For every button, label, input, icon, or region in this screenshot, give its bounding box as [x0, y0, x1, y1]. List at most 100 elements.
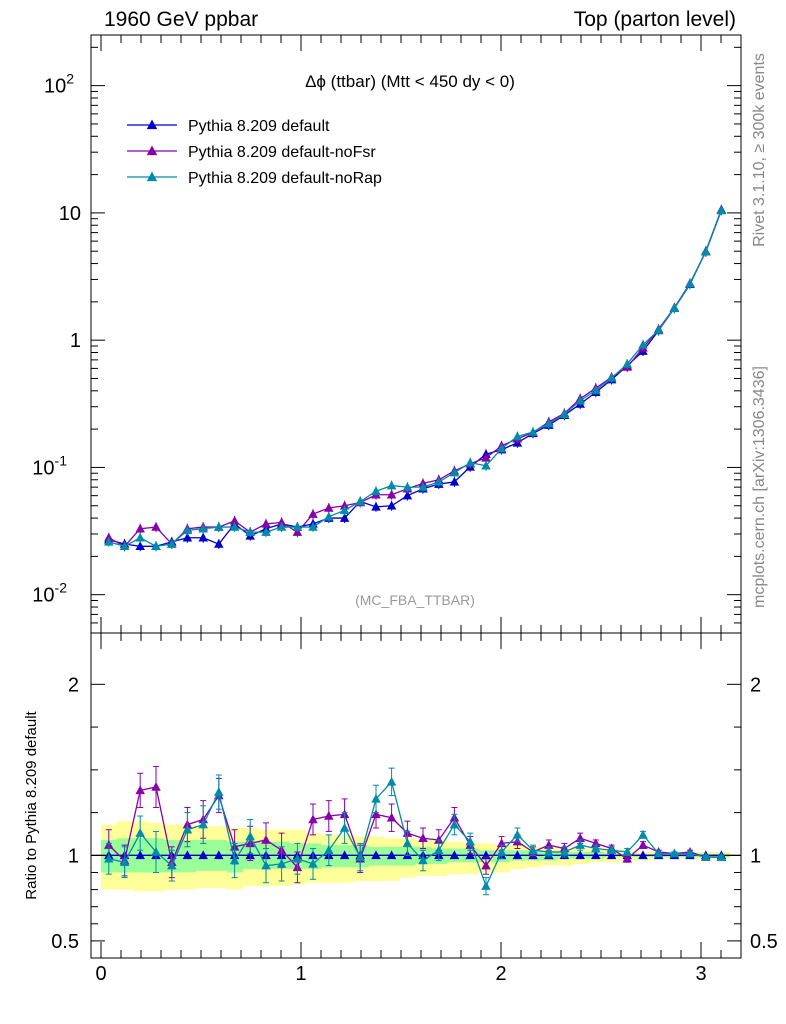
ratio-point	[512, 850, 523, 860]
ratio-point	[638, 840, 648, 849]
ratio-point	[198, 819, 208, 829]
ratio-point	[434, 834, 444, 844]
ratio-point	[591, 850, 601, 860]
ratio-point	[386, 776, 397, 786]
data-point	[214, 522, 224, 531]
ratio-point	[622, 853, 632, 863]
ratio-point	[371, 793, 381, 803]
y-tick-label-right: 1	[750, 845, 761, 867]
lower-frame	[90, 632, 742, 959]
ratio-point	[638, 850, 648, 860]
series-line	[108, 210, 723, 548]
ratio-point	[685, 848, 695, 858]
data-point	[528, 426, 538, 436]
data-point	[402, 482, 413, 491]
data-point	[104, 536, 114, 546]
data-point	[339, 500, 350, 510]
data-point	[339, 513, 350, 522]
data-point	[701, 246, 711, 256]
data-point	[559, 409, 570, 418]
ratio-point	[308, 814, 318, 824]
legend-marker	[146, 145, 158, 156]
legend-marker	[146, 171, 158, 182]
ratio-point	[622, 846, 632, 856]
series-2	[104, 205, 727, 552]
ratio-point	[151, 846, 161, 856]
ratio-point	[276, 858, 287, 868]
data-point	[371, 501, 381, 511]
data-point	[371, 486, 381, 495]
data-point	[339, 505, 350, 515]
upper-y-axis: 10-2 10-1 1 10 102	[32, 46, 741, 634]
data-point	[434, 476, 444, 486]
ratio-point	[669, 848, 680, 858]
y-axis-title: Ratio to Pythia 8.209 default	[23, 710, 40, 899]
x-tick-label: 2	[495, 963, 506, 985]
x-tick-label: 3	[695, 963, 706, 985]
data-point	[653, 325, 664, 334]
ratio-point	[449, 819, 460, 829]
ratio-point	[261, 860, 271, 870]
ratio-point	[418, 855, 428, 865]
data-point	[276, 517, 287, 527]
ratio-point	[559, 846, 570, 856]
data-point	[449, 476, 460, 486]
ratio-point	[371, 850, 381, 860]
data-point	[151, 541, 161, 551]
y-tick-label: 102	[44, 71, 74, 98]
data-point	[198, 523, 208, 533]
ratio-point	[308, 858, 318, 868]
lower-y-axis: 0.5 0.5 1 1 2 2	[51, 674, 778, 953]
ratio-point	[591, 843, 601, 853]
y-tick-label-right: 2	[750, 674, 761, 696]
ratio-point	[512, 829, 523, 839]
ratio-point	[481, 860, 491, 870]
legend-label: Pythia 8.209 default	[188, 118, 330, 135]
data-point	[324, 502, 334, 512]
legend: Pythia 8.209 default Pythia 8.209 default…	[127, 118, 382, 187]
data-point	[481, 460, 491, 470]
data-point	[292, 522, 303, 531]
y-tick-label: 2	[68, 674, 79, 696]
data-point	[496, 443, 507, 453]
data-point	[355, 496, 365, 506]
data-point	[261, 518, 271, 528]
y-tick-label: 10-1	[32, 452, 67, 479]
ratio-point	[371, 809, 381, 819]
ratio-point	[386, 850, 397, 860]
data-point	[214, 539, 224, 548]
data-point	[386, 489, 397, 499]
series-1	[104, 204, 727, 552]
ratio-series-3	[104, 767, 727, 896]
legend-marker	[146, 119, 158, 130]
header-left: 1960 GeV ppbar	[104, 8, 259, 31]
ratio-point	[182, 824, 193, 834]
ratio-point	[261, 834, 271, 844]
y-tick-label: 1	[70, 330, 81, 352]
lower-panel: 0 1 2 3 0.5 0.5 1 1 2 2 Ratio to Pythia 8.209 defa…	[23, 35, 778, 985]
plot-title: Δϕ (ttbar) (Mtt < 450 dy < 0)	[305, 72, 515, 91]
ratio-point	[167, 860, 177, 870]
data-point	[229, 515, 240, 525]
legend-label: Pythia 8.209 default-noFsr	[188, 144, 376, 161]
ratio-point	[481, 881, 491, 890]
x-tick-label: 0	[95, 963, 106, 985]
data-point	[402, 490, 413, 500]
y-tick-label: 0.5	[51, 931, 79, 953]
series-line	[108, 209, 723, 547]
data-point	[308, 509, 318, 518]
ratio-point	[324, 845, 334, 854]
ratio-point	[104, 853, 114, 863]
ratio-point	[496, 846, 507, 856]
ratio-point	[214, 850, 224, 860]
data-point	[135, 541, 145, 551]
series-3	[104, 205, 727, 552]
data-point	[135, 532, 145, 542]
ratio-line	[108, 780, 722, 888]
series-line	[108, 209, 723, 548]
data-point	[308, 522, 318, 531]
y-tick-label: 10	[59, 203, 81, 225]
ratio-point	[339, 823, 350, 832]
header-right: Top (parton level)	[573, 8, 736, 31]
